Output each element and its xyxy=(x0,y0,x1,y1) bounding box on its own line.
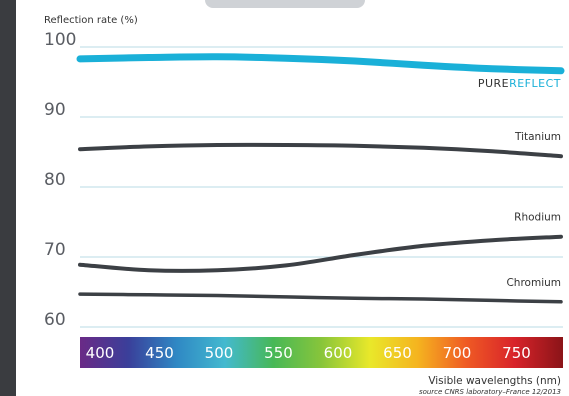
x-tick-label: 450 xyxy=(145,344,174,362)
y-tick-label: 100 xyxy=(44,30,76,50)
grid xyxy=(80,46,563,328)
x-tick-label: 600 xyxy=(324,344,353,362)
x-axis-ticks: 400 450 500 550 600 650 700 750 xyxy=(86,344,531,362)
y-tick-label: 60 xyxy=(44,310,66,330)
series-line-rhodium xyxy=(78,234,563,273)
x-tick-label: 750 xyxy=(502,344,531,362)
x-tick-label: 550 xyxy=(264,344,293,362)
x-tick-label: 700 xyxy=(443,344,472,362)
y-axis-label: Reflection rate (%) xyxy=(44,15,138,26)
top-decoration xyxy=(205,0,365,8)
x-tick-label: 500 xyxy=(205,344,234,362)
series-labels: PUREREFLECT Titanium Rhodium Chromium xyxy=(478,77,561,289)
y-axis-ticks: 100 90 80 70 60 xyxy=(44,30,76,330)
series-label-purereflect: PUREREFLECT xyxy=(478,77,561,90)
x-tick-label: 650 xyxy=(383,344,412,362)
y-tick-label: 70 xyxy=(44,240,66,260)
series-label-titanium: Titanium xyxy=(514,131,561,143)
source-note: source CNRS laboratory–France 12/2013 xyxy=(419,388,561,396)
x-tick-label: 400 xyxy=(86,344,115,362)
series-line-purereflect xyxy=(76,53,565,75)
series-label-rhodium: Rhodium xyxy=(514,212,561,224)
y-tick-label: 90 xyxy=(44,100,66,120)
series-line-chromium xyxy=(78,292,563,304)
series-lines xyxy=(76,53,565,304)
x-axis-label: Visible wavelengths (nm) xyxy=(428,375,561,387)
y-tick-label: 80 xyxy=(44,170,66,190)
series-label-chromium: Chromium xyxy=(506,277,561,289)
series-line-titanium xyxy=(78,142,563,159)
wavelength-spectrum-band xyxy=(80,337,563,368)
